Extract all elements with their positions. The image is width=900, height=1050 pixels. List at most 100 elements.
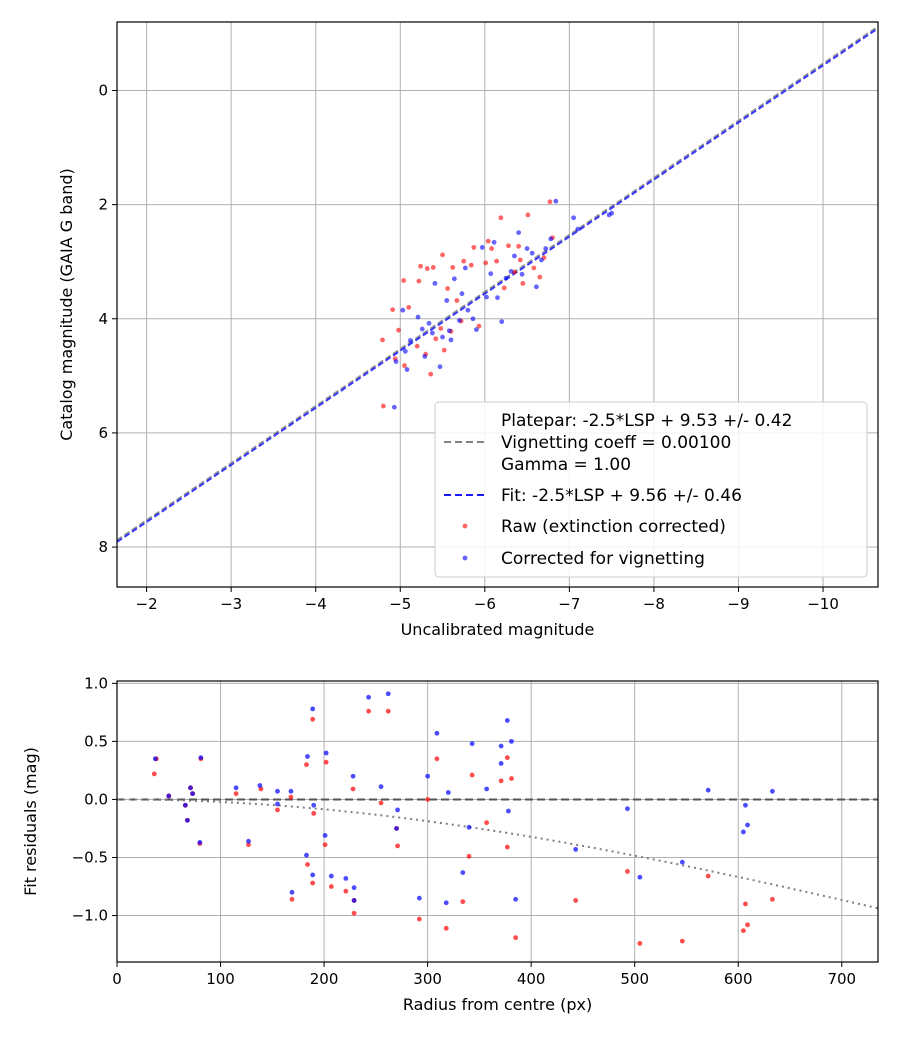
plot-area [117,25,878,543]
data-point [304,852,309,858]
data-point [450,265,456,270]
x-tick-label: −3 [220,595,242,613]
data-point [509,776,514,781]
data-point [166,793,172,799]
data-point [310,880,316,886]
data-point [547,199,553,205]
data-point [393,359,399,364]
data-point [394,826,399,831]
x-tick-label: −8 [643,595,665,613]
data-point [432,280,438,286]
data-point [437,364,443,370]
x-tick-label: 300 [413,970,442,988]
data-point [705,873,711,879]
data-point [498,215,504,221]
y-tick-label: 0.5 [84,732,108,750]
data-point [288,788,294,794]
data-point [188,785,193,791]
y-tick-label: 4 [98,310,108,328]
data-point [484,786,490,792]
data-point [498,778,504,784]
data-point [304,762,309,768]
data-point [504,844,510,850]
data-point [443,900,449,906]
y-tick-label: 0 [98,81,108,99]
x-tick-label: −5 [389,595,411,613]
calibration-plot: −2 −3 −4 −5 −6 −7 −8 −9 −10 0 2 4 6 8 Uncalibrated mag… [57,21,879,639]
data-point [741,928,746,934]
data-point [451,276,457,282]
data-point [508,268,514,274]
y-tick-label: −1.0 [72,907,108,925]
data-point [430,265,436,270]
data-point [311,810,317,816]
series-raw [380,199,555,409]
data-point [323,750,329,756]
data-point [289,896,295,902]
x-tick-label: −9 [727,595,749,613]
data-point [488,271,494,277]
data-point [517,257,523,263]
x-tick-label: −6 [474,595,496,613]
y-axis-label: Fit residuals (mag) [21,747,40,896]
data-point [479,245,485,250]
x-tick-label: −10 [807,595,839,613]
axes-frame [116,21,879,588]
data-point [350,786,356,792]
data-point [385,708,391,714]
data-point [198,755,204,761]
data-point [378,800,384,806]
data-point [440,334,445,340]
data-point [395,807,400,813]
data-point [322,842,328,848]
data-point [476,323,482,329]
data-point [513,896,519,902]
data-point [489,246,494,251]
data-point [343,888,349,894]
data-point [233,785,239,791]
axes-frame [116,680,879,963]
data-point [571,215,576,221]
series-corrected [152,691,775,906]
data-point [419,326,425,332]
x-tick-label: 500 [620,970,649,988]
y-tick-label: −0.5 [72,848,108,866]
data-point [395,843,400,849]
data-point [679,859,685,865]
data-point [425,797,431,802]
data-point [705,787,711,793]
data-point [460,870,466,875]
fit-line [117,25,878,542]
x-tick-label: −7 [558,595,580,613]
data-point [466,853,472,859]
data-point [461,258,467,264]
y-tick-label: 8 [98,538,108,556]
plot-area [117,691,878,946]
data-point [350,773,356,779]
data-point [465,307,471,313]
data-point [468,262,474,268]
data-point [625,806,630,812]
data-point [380,403,386,409]
legend-entry: Vignetting coeff = 0.00100 [501,433,731,453]
data-point [444,298,450,303]
data-point [470,316,476,322]
data-point [185,817,190,823]
data-point [609,210,615,216]
data-point [390,307,396,313]
data-point [509,738,514,744]
data-point [743,901,748,907]
data-point [416,895,422,901]
data-point [440,252,445,258]
data-point [512,253,517,259]
data-point [637,941,643,946]
data-point [310,706,316,712]
data-point [328,884,334,889]
data-point [741,829,746,835]
data-point [516,243,522,249]
data-point [446,328,452,334]
data-point [491,239,497,245]
data-point [434,756,440,762]
y-tick-label: 1.0 [84,674,108,692]
data-point [402,363,407,368]
